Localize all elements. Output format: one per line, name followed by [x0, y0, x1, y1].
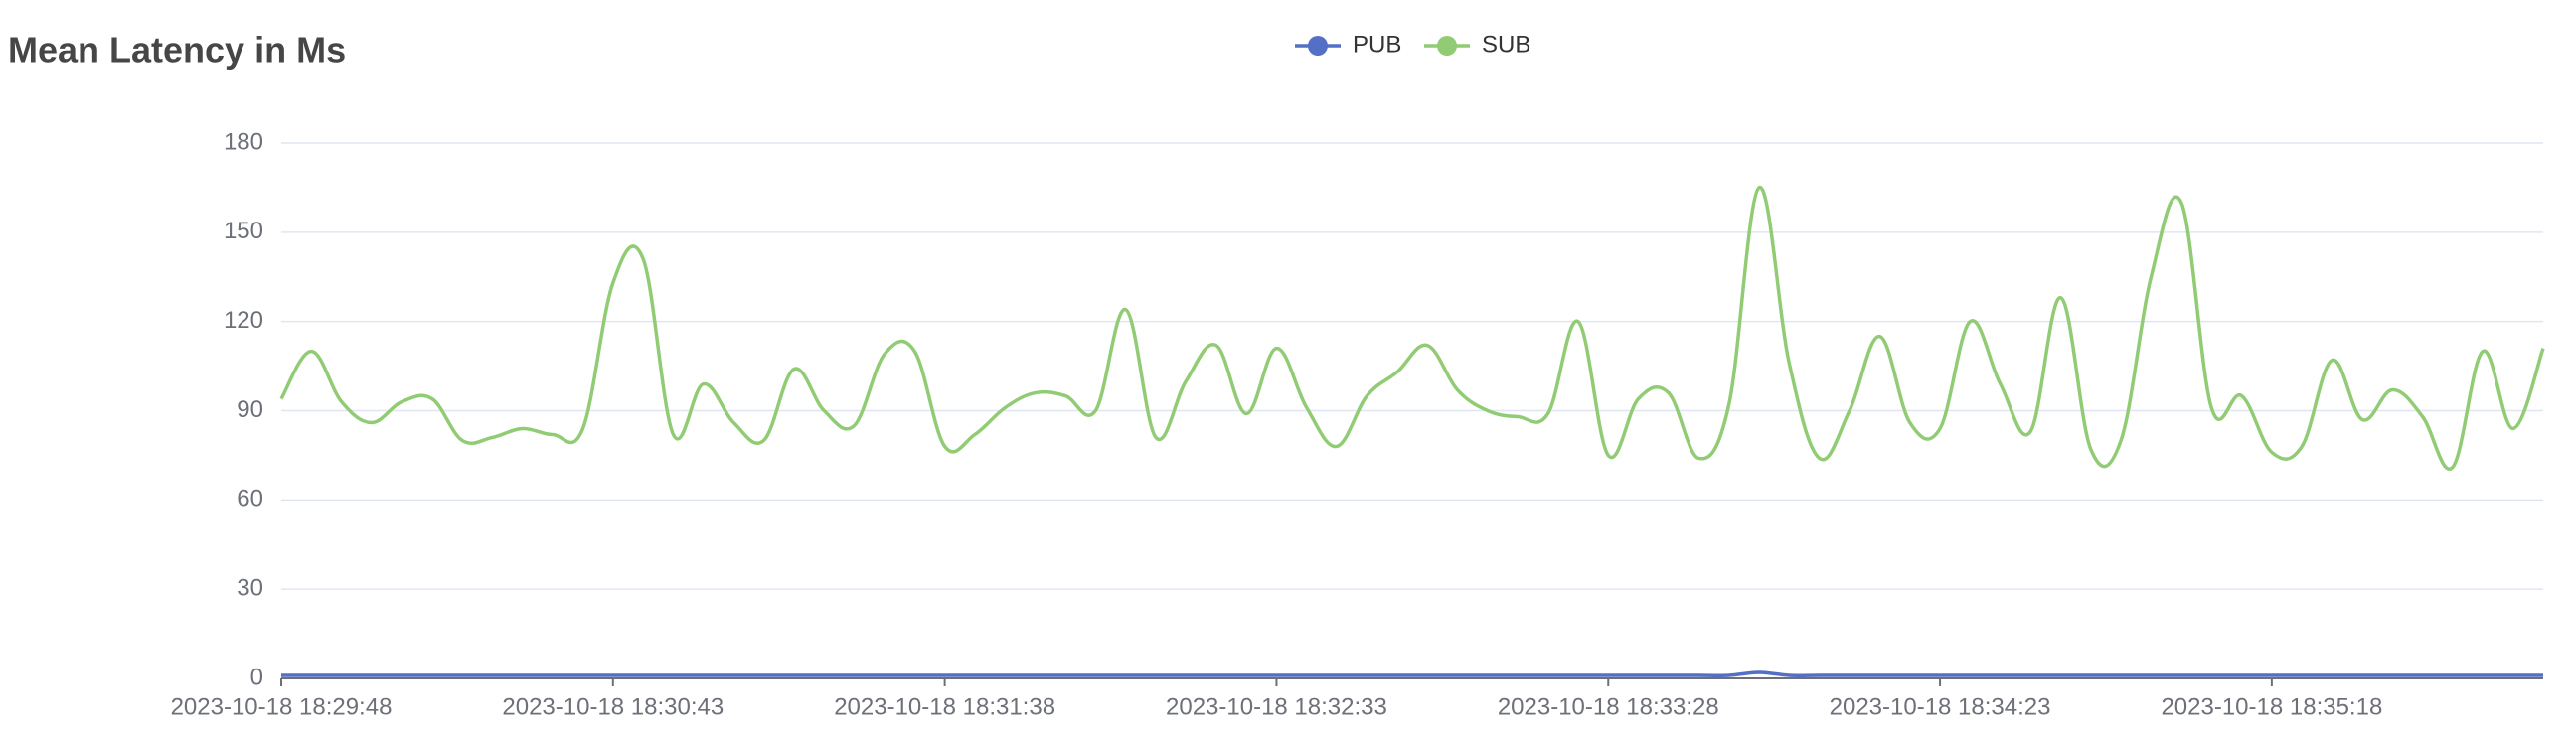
x-tick-label: 2023-10-18 18:35:18: [2161, 693, 2382, 720]
x-tick-label: 2023-10-18 18:29:48: [171, 693, 393, 720]
legend-label[interactable]: PUB: [1353, 31, 1401, 58]
x-tick-label: 2023-10-18 18:33:28: [1498, 693, 1719, 720]
legend-marker[interactable]: [1308, 36, 1328, 56]
y-tick-label: 60: [237, 486, 263, 513]
y-tick-label: 120: [224, 307, 263, 334]
y-tick-label: 180: [224, 128, 263, 155]
y-tick-label: 90: [237, 396, 263, 423]
y-tick-label: 30: [237, 575, 263, 602]
x-tick-label: 2023-10-18 18:31:38: [834, 693, 1055, 720]
legend-label[interactable]: SUB: [1482, 31, 1530, 58]
x-tick-label: 2023-10-18 18:30:43: [502, 693, 724, 720]
y-tick-label: 150: [224, 218, 263, 244]
line-series: [279, 186, 2545, 471]
chart-title: Mean Latency in Ms: [8, 30, 346, 71]
legend-marker[interactable]: [1437, 36, 1457, 56]
x-tick-label: 2023-10-18 18:34:23: [1830, 693, 2051, 720]
y-tick-label: 0: [250, 664, 263, 690]
x-tick-label: 2023-10-18 18:32:33: [1166, 693, 1387, 720]
line-series: [281, 670, 2543, 677]
